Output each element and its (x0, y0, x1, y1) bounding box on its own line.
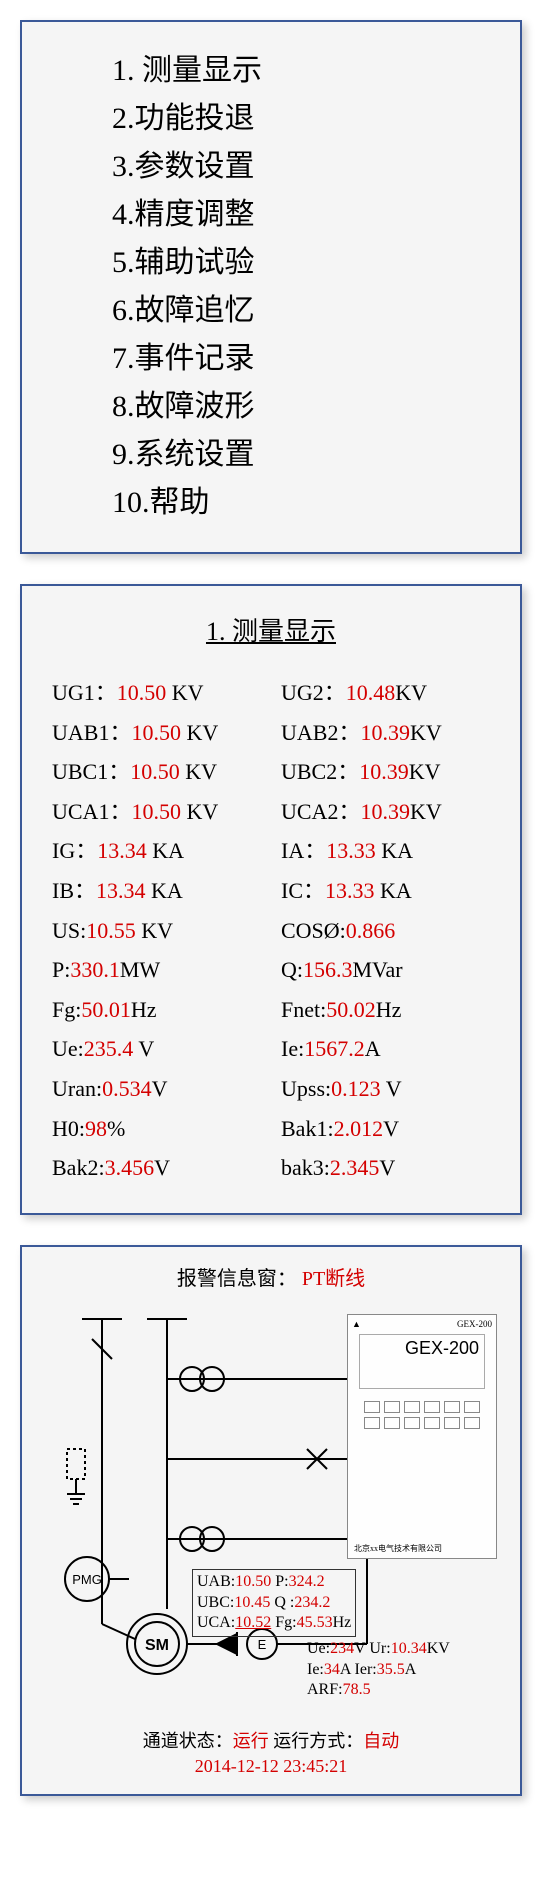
data-cell: P:330.1MW (42, 950, 271, 990)
timestamp: 2014-12-12 23:45:21 (37, 1754, 505, 1779)
menu-item-7[interactable]: 7.事件记录 (112, 335, 500, 383)
menu-item-1[interactable]: 1. 测量显示 (112, 47, 500, 95)
data-row: UBC1：10.50 KVUBC2：10.39KV (42, 752, 500, 792)
menu-item-4[interactable]: 4.精度调整 (112, 191, 500, 239)
measurement-panel: 1. 测量显示 UG1：10.50 KVUG2：10.48KVUAB1：10.5… (20, 584, 522, 1215)
data-row: P:330.1MWQ:156.3MVar (42, 950, 500, 990)
menu-item-10[interactable]: 10.帮助 (112, 479, 500, 527)
main-menu-panel: 1. 测量显示2.功能投退3.参数设置4.精度调整5.辅助试验6.故障追忆7.事… (20, 20, 522, 554)
data-cell: H0:98% (42, 1109, 271, 1149)
data-row: H0:98%Bak1:2.012V (42, 1109, 500, 1149)
data-cell: Bak1:2.012V (271, 1109, 500, 1149)
alarm-line: 报警信息窗： PT断线 (37, 1262, 505, 1291)
data-cell: UG1：10.50 KV (42, 673, 271, 713)
alarm-label: 报警信息窗： (177, 1268, 297, 1290)
data-cell: UBC1：10.50 KV (42, 752, 271, 792)
measurement-grid: UG1：10.50 KVUG2：10.48KVUAB1：10.50 KVUAB2… (42, 673, 500, 1188)
device-footer: 北京xx电气技术有限公司 (354, 1543, 442, 1554)
device-model-small: GEX-200 (457, 1319, 492, 1329)
alarm-value: PT断线 (302, 1268, 365, 1290)
data-cell: COSØ:0.866 (271, 911, 500, 951)
data-cell: Fg:50.01Hz (42, 990, 271, 1030)
brand-icon: ▲ (352, 1319, 361, 1329)
data-cell: bak3:2.345V (271, 1148, 500, 1188)
data-cell: IG：13.34 KA (42, 831, 271, 871)
e-label: E (258, 1637, 267, 1652)
main-menu-list: 1. 测量显示2.功能投退3.参数设置4.精度调整5.辅助试验6.故障追忆7.事… (42, 47, 500, 527)
data-cell: UAB2：10.39KV (271, 713, 500, 753)
data-row: UAB1：10.50 KVUAB2：10.39KV (42, 713, 500, 753)
data-cell: Bak2:3.456V (42, 1148, 271, 1188)
data-cell: UCA2：10.39KV (271, 792, 500, 832)
menu-item-2[interactable]: 2.功能投退 (112, 95, 500, 143)
data-cell: UCA1：10.50 KV (42, 792, 271, 832)
menu-item-8[interactable]: 8.故障波形 (112, 383, 500, 431)
device-screen: GEX-200 (359, 1334, 485, 1389)
pmg-label: PMG (72, 1572, 102, 1587)
menu-item-6[interactable]: 6.故障追忆 (112, 287, 500, 335)
data-row: UCA1：10.50 KVUCA2：10.39KV (42, 792, 500, 832)
sm-label: SM (145, 1637, 169, 1654)
status-lines: 通道状态：运行 运行方式：自动 2014-12-12 23:45:21 (37, 1729, 505, 1779)
data-cell: UAB1：10.50 KV (42, 713, 271, 753)
data-row: Ue:235.4 VIe:1567.2A (42, 1029, 500, 1069)
diagram-wrap: PMG SM E ▲ GEX-200 GEX-200 北京xx电气技术有限公司 U… (37, 1299, 505, 1729)
device-box: ▲ GEX-200 GEX-200 北京xx电气技术有限公司 (347, 1314, 497, 1559)
data-cell: Uran:0.534V (42, 1069, 271, 1109)
data-cell: UG2：10.48KV (271, 673, 500, 713)
data-row: Uran:0.534VUpss:0.123 V (42, 1069, 500, 1109)
menu-item-5[interactable]: 5.辅助试验 (112, 239, 500, 287)
data-cell: Ue:235.4 V (42, 1029, 271, 1069)
data-row: Bak2:3.456Vbak3:2.345V (42, 1148, 500, 1188)
data-cell: US:10.55 KV (42, 911, 271, 951)
data-row: IB：13.34 KAIC：13.33 KA (42, 871, 500, 911)
data-cell: IC：13.33 KA (271, 871, 500, 911)
data-cell: IB：13.34 KA (42, 871, 271, 911)
menu-item-9[interactable]: 9.系统设置 (112, 431, 500, 479)
data-cell: IA：13.33 KA (271, 831, 500, 871)
data-cell: Fnet:50.02Hz (271, 990, 500, 1030)
data-cell: Ie:1567.2A (271, 1029, 500, 1069)
device-buttons (352, 1397, 492, 1433)
data-row: Fg:50.01HzFnet:50.02Hz (42, 990, 500, 1030)
diagram-values-1: UAB:10.50 P:324.2 UBC:10.45 Q :234.2 UCA… (192, 1569, 356, 1637)
diagram-values-2: Ue:234V Ur:10.34KV Ie:34A Ier:35.5A ARF:… (307, 1639, 450, 1701)
diagram-panel: 报警信息窗： PT断线 (20, 1245, 522, 1796)
data-cell: UBC2：10.39KV (271, 752, 500, 792)
data-cell: Q:156.3MVar (271, 950, 500, 990)
data-row: IG：13.34 KAIA：13.33 KA (42, 831, 500, 871)
data-row: US:10.55 KVCOSØ:0.866 (42, 911, 500, 951)
menu-item-3[interactable]: 3.参数设置 (112, 143, 500, 191)
data-row: UG1：10.50 KVUG2：10.48KV (42, 673, 500, 713)
data-cell: Upss:0.123 V (271, 1069, 500, 1109)
measurement-title: 1. 测量显示 (42, 611, 500, 648)
